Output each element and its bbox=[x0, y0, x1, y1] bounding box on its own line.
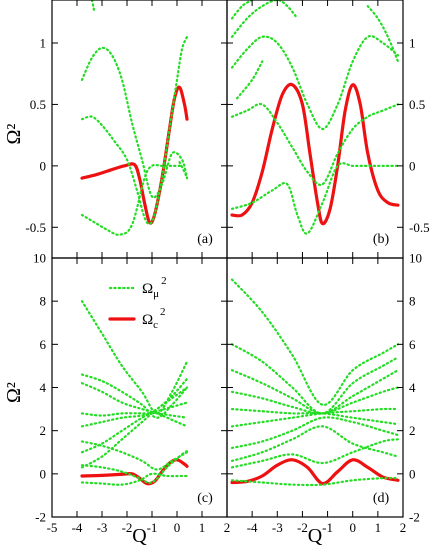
x-axis-label: Q bbox=[308, 525, 323, 547]
x-tick-label: 1 bbox=[199, 520, 206, 535]
y-tick-label: 0 bbox=[409, 466, 416, 481]
y-tick-label: 0 bbox=[40, 466, 47, 481]
series-group bbox=[230, 0, 400, 235]
omega-mu-line bbox=[80, 440, 189, 471]
y-tick-label: 0 bbox=[409, 158, 416, 173]
y-tick-label: 6 bbox=[40, 337, 47, 352]
omega-c-line bbox=[230, 82, 400, 226]
omega-mu-line bbox=[230, 476, 400, 487]
x-tick-label: 0 bbox=[349, 520, 356, 535]
panel-a: -0.5 0 0.5 1 (a) Ω² bbox=[3, 0, 228, 259]
x-axis-label: Q bbox=[132, 525, 147, 547]
omega-mu-line bbox=[80, 46, 189, 199]
omega-mu-line bbox=[90, 0, 96, 14]
y-tick-label: 0.5 bbox=[409, 97, 425, 112]
panel-label: (b) bbox=[373, 232, 390, 247]
x-tick-label: -4 bbox=[72, 520, 83, 535]
omega-mu-line bbox=[230, 102, 400, 186]
y-tick-label: -2 bbox=[409, 510, 420, 525]
omega-mu-line bbox=[178, 161, 189, 180]
y-tick-label: 0.5 bbox=[30, 97, 46, 112]
series-group bbox=[80, 0, 189, 236]
omega-mu-line bbox=[230, 343, 400, 415]
omega-mu-line bbox=[235, 60, 264, 100]
y-axis-label: Ω² bbox=[3, 124, 25, 145]
y-tick-label: 10 bbox=[409, 251, 422, 266]
y-tick-label: 4 bbox=[40, 380, 47, 395]
omega-mu-line bbox=[230, 438, 400, 469]
x-tick-label: -1 bbox=[322, 520, 333, 535]
plot-frame bbox=[51, 0, 228, 259]
panel-label: (a) bbox=[197, 232, 213, 247]
x-tick-label: 2 bbox=[224, 520, 231, 535]
y-tick-label: -0.5 bbox=[409, 220, 430, 235]
x-tick-label: -3 bbox=[272, 520, 283, 535]
omega-mu-line bbox=[230, 0, 254, 20]
omega-mu-line bbox=[80, 373, 189, 419]
y-tick-label: 4 bbox=[409, 380, 416, 395]
y-tick-label: 1 bbox=[40, 36, 47, 51]
x-tick-label: -2 bbox=[122, 520, 133, 535]
omega-mu-line bbox=[80, 300, 189, 415]
omega-mu-line bbox=[80, 401, 189, 428]
x-tick-label: -4 bbox=[247, 520, 258, 535]
omega-mu-line bbox=[80, 377, 189, 454]
y-tick-label: 0 bbox=[40, 158, 47, 173]
panel-b: -0.5 0 0.5 1 (b) bbox=[226, 0, 430, 259]
y-tick-label: -2 bbox=[35, 510, 46, 525]
x-tick-label: 2 bbox=[400, 520, 407, 535]
y-tick-label: 2 bbox=[40, 423, 47, 438]
omega-mu-line bbox=[80, 163, 184, 236]
omega-mu-line bbox=[230, 416, 400, 450]
omega-mu-line bbox=[80, 450, 189, 484]
y-tick-label: 2 bbox=[409, 423, 416, 438]
x-tick-label: -3 bbox=[97, 520, 108, 535]
omega-mu-line bbox=[80, 382, 189, 428]
panel-label: (c) bbox=[197, 491, 213, 506]
y-tick-label: 10 bbox=[33, 251, 46, 266]
omega-c-line bbox=[230, 458, 400, 486]
x-tick-label: -2 bbox=[297, 520, 308, 535]
x-tick-label: -1 bbox=[147, 520, 158, 535]
x-tick-label: -5 bbox=[47, 520, 58, 535]
omega-mu-line bbox=[366, 5, 400, 63]
omega-mu-line bbox=[80, 35, 189, 225]
y-tick-label: 6 bbox=[409, 337, 416, 352]
series-group bbox=[80, 300, 189, 486]
x-tick-label: 1 bbox=[375, 520, 382, 535]
legend-entry-label: Ωc2 bbox=[142, 306, 166, 331]
omega-mu-line bbox=[80, 386, 189, 469]
omega-mu-line bbox=[230, 425, 400, 462]
y-axis-label: Ω² bbox=[3, 382, 25, 403]
y-tick-label: 1 bbox=[409, 36, 416, 51]
x-tick-label: 0 bbox=[174, 520, 181, 535]
panel-label: (d) bbox=[373, 491, 390, 506]
y-tick-label: -0.5 bbox=[25, 220, 46, 235]
omega-mu-line bbox=[80, 472, 189, 486]
omega-mu-line bbox=[230, 162, 400, 235]
omega-mu-line bbox=[230, 278, 400, 406]
y-tick-label: 8 bbox=[409, 294, 416, 309]
omega-mu-line bbox=[230, 369, 400, 415]
omega-mu-line bbox=[230, 34, 400, 131]
series-group bbox=[230, 278, 400, 487]
omega-mu-line bbox=[230, 407, 400, 426]
panel-d: -2 0 2 4 6 8 10 -4 -3 -2 -1 0 1 2 (d) Q bbox=[226, 251, 422, 547]
y-tick-label: 8 bbox=[40, 294, 47, 309]
legend-entry-label: Ωμ2 bbox=[142, 275, 167, 300]
omega-mu-line bbox=[230, 0, 299, 38]
omega-c-line bbox=[80, 85, 189, 225]
